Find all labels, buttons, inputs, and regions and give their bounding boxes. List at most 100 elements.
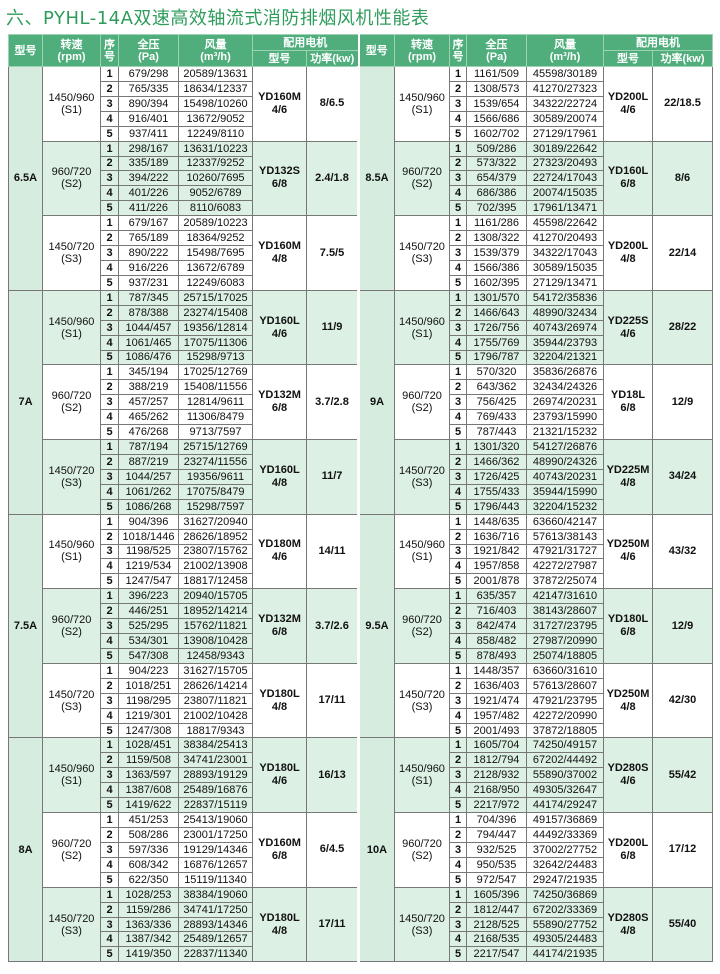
- seq-cell: 5: [100, 125, 119, 142]
- table-row: 5 622/350 15119/11340 5 972/547 29247/21935: [9, 871, 713, 888]
- pressure-cell: 1466/362: [466, 453, 527, 470]
- flow-cell: 15298/9713: [178, 349, 253, 366]
- motor-power-cell: 16/13: [306, 737, 359, 814]
- seq-cell: 4: [100, 782, 119, 799]
- flow-cell: 18817/9343: [178, 722, 253, 739]
- header-flow: 风量 (m³/h): [178, 34, 253, 67]
- flow-cell: 44492/33369: [526, 827, 604, 843]
- seq-cell: 3: [100, 916, 119, 933]
- pressure-cell: 1812/794: [466, 752, 527, 769]
- pressure-cell: 932/525: [466, 841, 527, 858]
- table-row: 2 388/219 15408/11556 2 643/362 32434/24326: [9, 379, 713, 396]
- seq-cell: 2: [449, 528, 467, 545]
- flow-cell: 26974/20231: [526, 394, 604, 411]
- seq-cell: 2: [100, 752, 119, 769]
- pressure-cell: 1448/357: [466, 662, 527, 679]
- header-seq: 序号: [100, 34, 119, 67]
- motor-model-cell: YD160L 6/8: [603, 140, 653, 217]
- seq-cell: 5: [100, 200, 119, 217]
- pressure-cell: 756/425: [466, 394, 527, 411]
- pressure-cell: 1028/253: [118, 886, 179, 903]
- pressure-cell: 1796/787: [466, 349, 527, 366]
- seq-cell: 5: [449, 200, 467, 217]
- flow-cell: 23001/17250: [178, 827, 253, 843]
- table-row: 2 878/388 23274/15408 2 1466/643 48990/32434: [9, 304, 713, 321]
- flow-cell: 41270/20493: [526, 230, 604, 247]
- flow-cell: 35944/15990: [526, 483, 604, 500]
- header-motor: 配用电机: [252, 34, 359, 51]
- flow-cell: 40743/20231: [526, 468, 604, 485]
- seq-cell: 4: [449, 856, 467, 873]
- seq-cell: 4: [100, 931, 119, 948]
- motor-model-cell: YD180M 4/6: [252, 513, 307, 590]
- seq-cell: 3: [449, 468, 467, 485]
- motor-model-cell: YD180L 6/8: [603, 588, 653, 664]
- table-row: 2 1159/508 34741/23001 2 1812/794 67202/44492: [9, 752, 713, 769]
- pressure-cell: 1044/457: [118, 319, 179, 336]
- table-row: 4 1061/465 17075/11306 4 1755/769 35944/23793: [9, 334, 713, 351]
- pressure-cell: 1387/608: [118, 782, 179, 799]
- flow-cell: 21002/13908: [178, 558, 253, 575]
- pressure-cell: 787/194: [118, 439, 179, 455]
- seq-cell: 4: [100, 856, 119, 873]
- pressure-cell: 573/322: [466, 155, 527, 172]
- speed-cell: 1450/720 (S3): [394, 886, 450, 963]
- table-body: 6.5A 1450/960 (S1) 1 679/298 20589/13631 YD160…: [8, 66, 713, 963]
- table-row: 3 1363/597 28893/19129 3 2128/932 55890/37002: [9, 767, 713, 784]
- seq-cell: 1: [449, 66, 467, 82]
- seq-cell: 1: [449, 812, 467, 829]
- flow-cell: 18952/14214: [178, 603, 253, 620]
- flow-cell: 17961/13471: [526, 200, 604, 217]
- pressure-cell: 2168/535: [466, 931, 527, 948]
- flow-cell: 31627/20940: [178, 513, 253, 530]
- flow-cell: 19356/9611: [178, 468, 253, 485]
- motor-power-cell: 8/6: [652, 140, 713, 217]
- table-header: 型号 转速 (rpm) 序号 全压 (Pa) 风量 (m³/h) 配用电机 型号 转速…: [8, 34, 713, 67]
- speed-cell: 1450/720 (S3): [394, 215, 450, 291]
- seq-cell: 1: [449, 364, 467, 381]
- pressure-cell: 858/482: [466, 633, 527, 649]
- seq-cell: 3: [449, 767, 467, 784]
- seq-cell: 4: [449, 483, 467, 500]
- flow-cell: 9713/7597: [178, 424, 253, 441]
- table-row: 5 1419/622 22837/15119 5 2217/972 44174/29247: [9, 797, 713, 814]
- seq-cell: 1: [100, 513, 119, 530]
- pressure-cell: 769/433: [466, 409, 527, 426]
- flow-cell: 42147/31610: [526, 588, 604, 605]
- seq-cell: 2: [449, 752, 467, 769]
- pressure-cell: 476/268: [118, 424, 179, 441]
- seq-cell: 4: [100, 558, 119, 575]
- flow-cell: 27323/20493: [526, 155, 604, 172]
- flow-cell: 57613/38143: [526, 528, 604, 545]
- pressure-cell: 1086/268: [118, 498, 179, 515]
- pressure-cell: 890/222: [118, 245, 179, 261]
- flow-cell: 15119/11340: [178, 871, 253, 888]
- motor-power-cell: 7.5/5: [306, 215, 359, 291]
- motor-model-cell: YD250M 4/6: [603, 513, 653, 590]
- pressure-cell: 950/535: [466, 856, 527, 873]
- flow-cell: 31727/23795: [526, 618, 604, 635]
- table-row: 1450/720 (S3) 1 904/223 31627/15705 YD180L 4/8…: [9, 662, 713, 739]
- speed-cell: 960/720 (S2): [394, 588, 450, 664]
- flow-cell: 13631/10223: [178, 140, 253, 157]
- seq-cell: 4: [100, 334, 119, 351]
- motor-model-cell: YD132M 6/8: [252, 364, 307, 441]
- pressure-cell: 1419/622: [118, 797, 179, 814]
- pressure-cell: 1726/425: [466, 468, 527, 485]
- model-cell: 6.5A: [8, 66, 43, 291]
- seq-cell: 4: [449, 931, 467, 948]
- seq-cell: 3: [100, 468, 119, 485]
- pressure-cell: 1539/379: [466, 245, 527, 261]
- flow-cell: 37872/25074: [526, 573, 604, 590]
- pressure-cell: 1159/508: [118, 752, 179, 769]
- pressure-cell: 2001/493: [466, 722, 527, 739]
- flow-cell: 48990/24326: [526, 453, 604, 470]
- pressure-cell: 457/257: [118, 394, 179, 411]
- seq-cell: 3: [100, 245, 119, 261]
- motor-model-cell: YD132M 6/8: [252, 588, 307, 664]
- pressure-cell: 1161/509: [466, 66, 527, 82]
- flow-cell: 10260/7695: [178, 170, 253, 187]
- motor-model-cell: YD280S 4/8: [603, 886, 653, 963]
- flow-cell: 20589/13631: [178, 66, 253, 82]
- table-row: 960/720 (S2) 1 345/194 17025/12769 YD132M 6/8 3…: [9, 364, 713, 441]
